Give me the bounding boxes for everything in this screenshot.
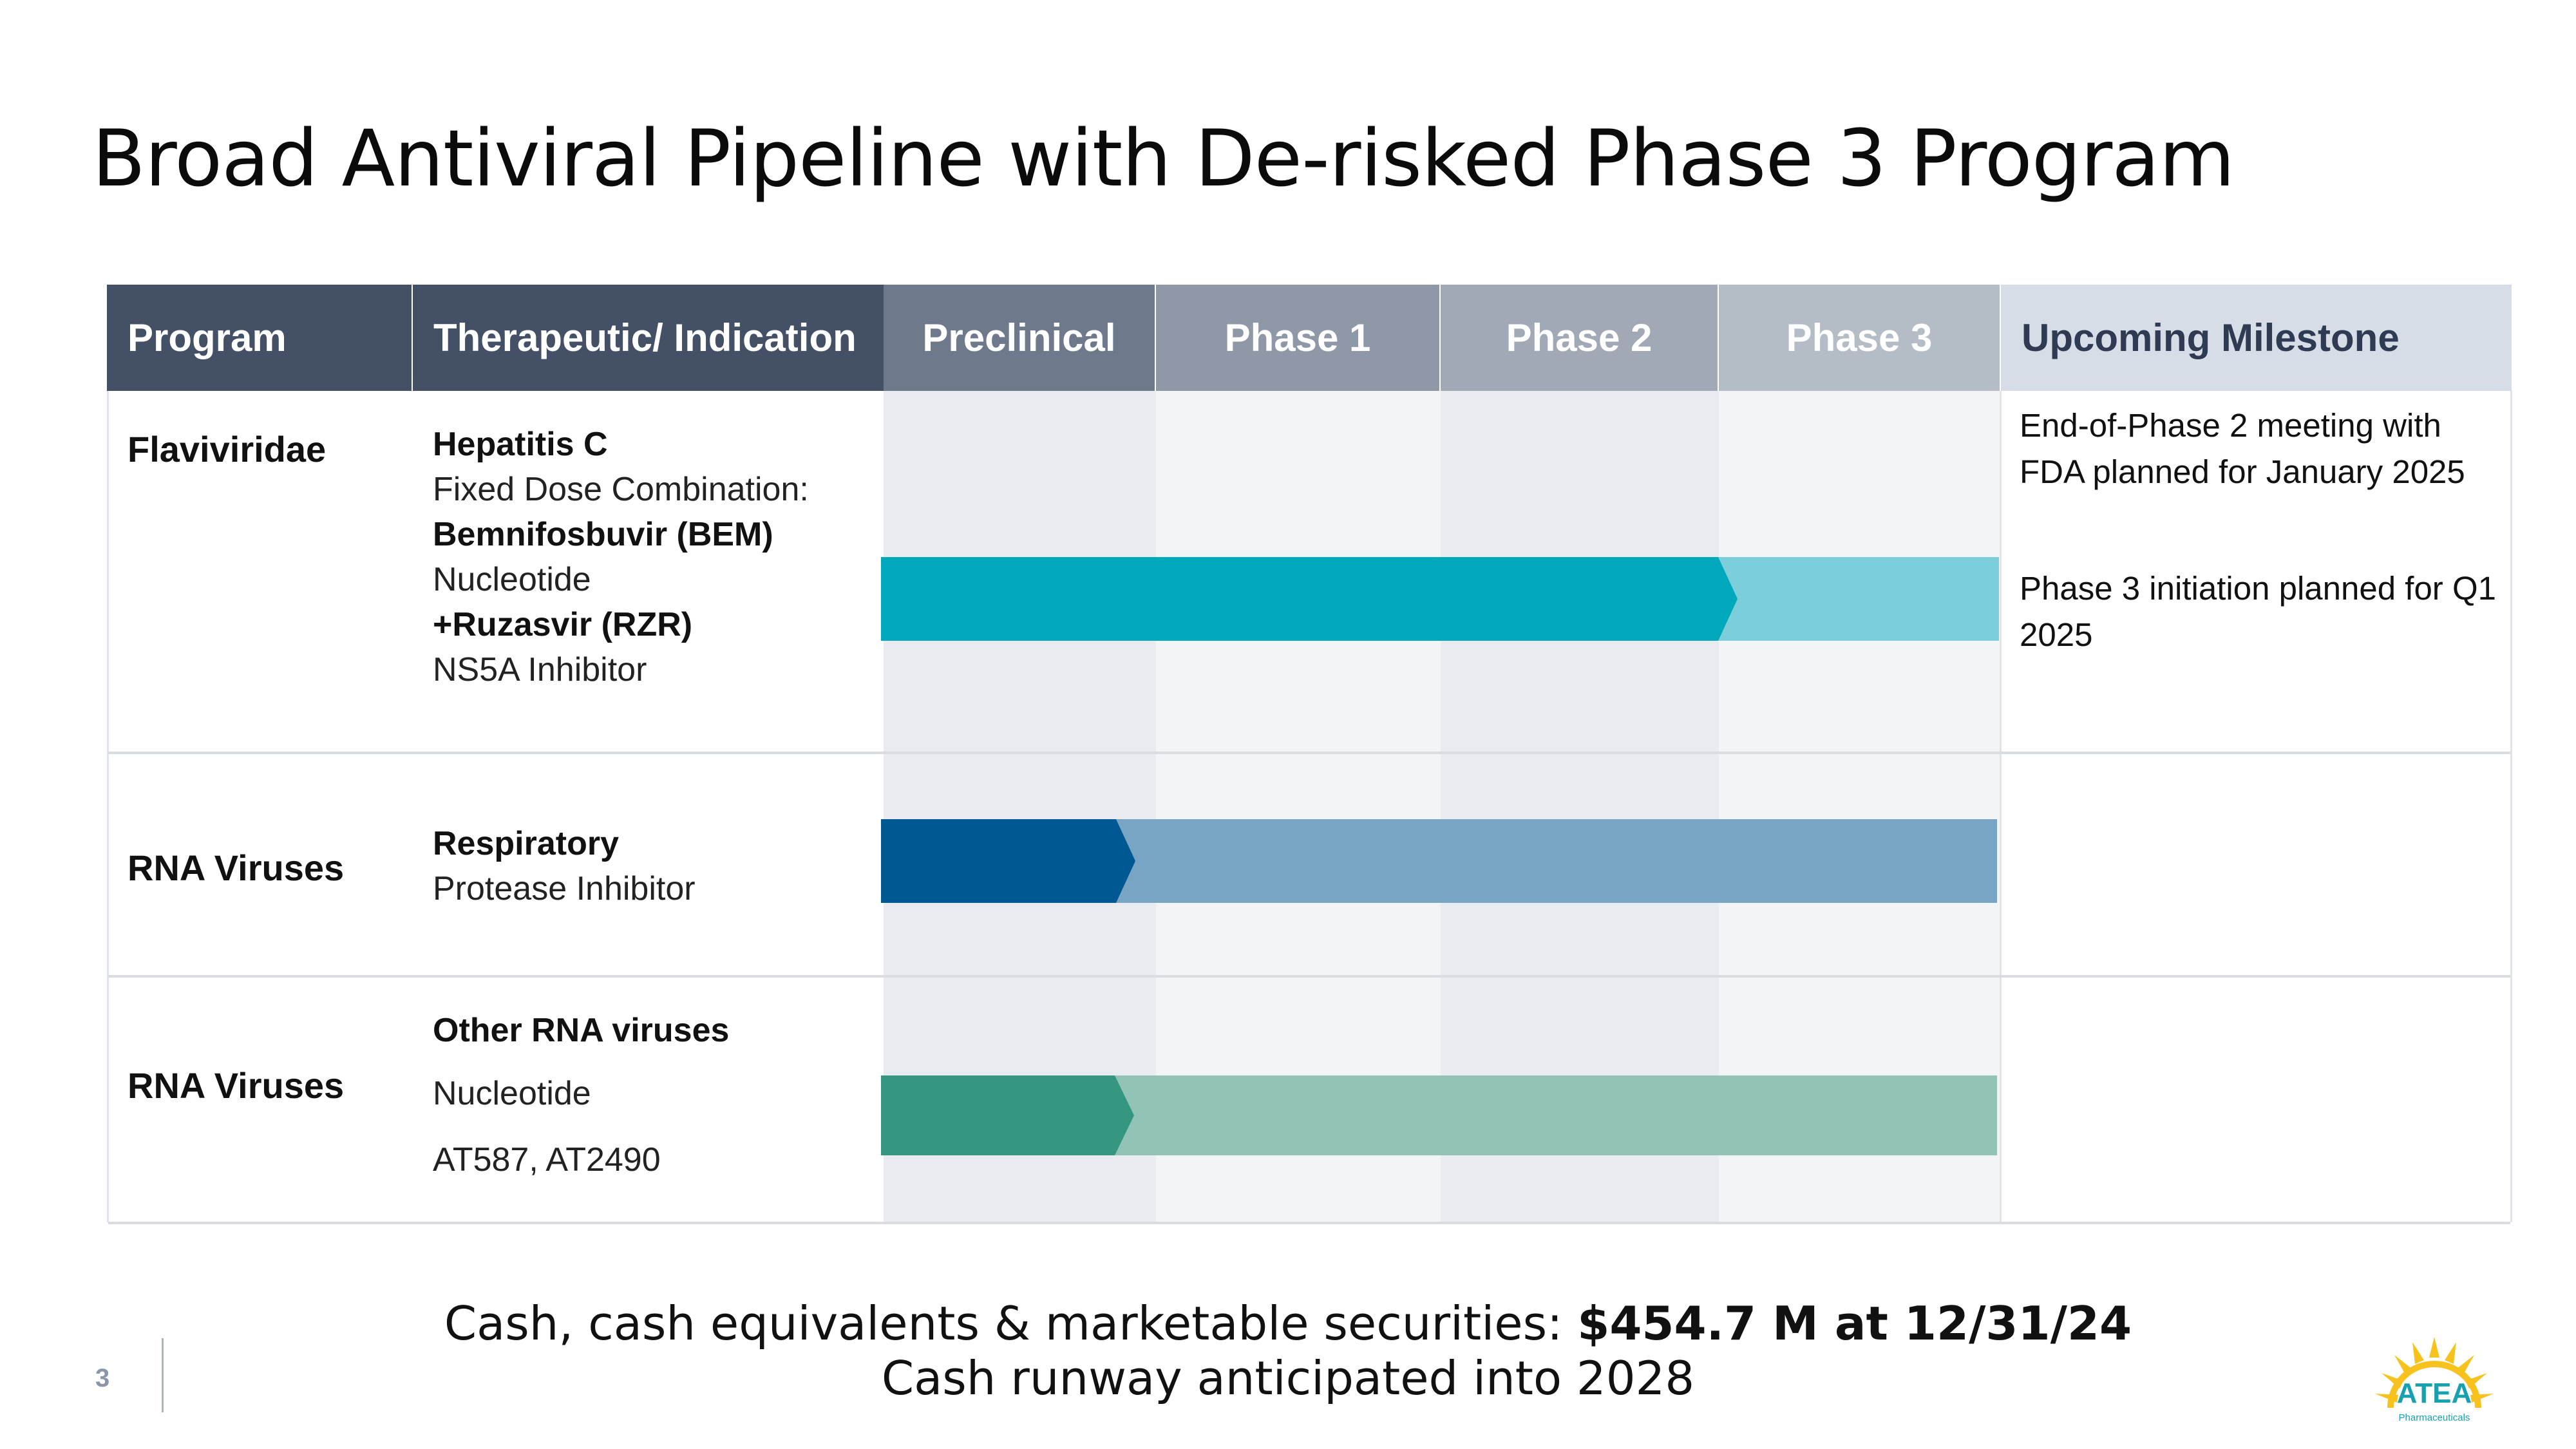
cash-runway: Cash runway anticipated into 2028 (881, 1351, 1695, 1405)
rna-progress-bar (881, 1075, 1997, 1155)
cash-statement: Cash, cash equivalents & marketable secu… (0, 1296, 2576, 1350)
svg-text:Pharmaceuticals: Pharmaceuticals (2399, 1412, 2470, 1423)
sun-logo-icon: ATEA Pharmaceuticals (2375, 1337, 2494, 1423)
cash-label: Cash, cash equivalents & marketable secu… (444, 1296, 1578, 1350)
table-bottom-border (108, 1222, 2510, 1224)
indication-drug-bem: Bemnifosbuvir (BEM) (433, 516, 773, 553)
row-divider (108, 975, 2510, 978)
program-rna-viruses: RNA Viruses (128, 848, 345, 888)
page-number: 3 (95, 1364, 110, 1392)
indication-other-rna: Other RNA viruses Nucleotide AT587, AT24… (433, 1008, 729, 1182)
svg-text:ATEA: ATEA (2397, 1378, 2472, 1409)
header-phase3: Phase 3 (1719, 285, 2000, 391)
table-left-border (107, 391, 109, 1222)
milestone-column-border (2000, 391, 2002, 1222)
header-indication: Therapeutic/ Indication (413, 285, 884, 391)
row-divider (108, 752, 2510, 754)
respiratory-bar-completed (881, 819, 1135, 903)
indication-line: AT587, AT2490 (433, 1141, 661, 1179)
milestone-phase3-initiation: Phase 3 initiation planned for Q1 2025 (2020, 570, 2496, 653)
header-milestone: Upcoming Milestone (2001, 285, 2512, 391)
indication-plus: + (433, 606, 453, 643)
milestone-eop2: End-of-Phase 2 meeting with FDA planned … (2020, 407, 2465, 490)
indication-line: Protease Inhibitor (433, 870, 696, 907)
table-right-border (2510, 391, 2512, 1222)
program-flaviviridae: Flaviviridae (128, 429, 327, 469)
rna-bar-completed (881, 1075, 1134, 1155)
indication-title: Respiratory (433, 825, 619, 862)
indication-drug-rzr: Ruzasvir (RZR) (452, 606, 693, 643)
respiratory-progress-bar (881, 819, 1997, 903)
indication-title: Hepatitis C (433, 426, 608, 463)
header-preclinical: Preclinical (884, 285, 1155, 391)
hcv-bar-extension (1712, 557, 1999, 641)
indication-hepatitis-c: Hepatitis C Fixed Dose Combination: Bemn… (433, 422, 809, 692)
atea-logo: ATEA Pharmaceuticals (2357, 1332, 2512, 1428)
header-phase2: Phase 2 (1441, 285, 1718, 391)
footer-separator (162, 1338, 164, 1412)
hcv-bar-completed (881, 557, 1738, 641)
indication-line: Fixed Dose Combination: (433, 471, 809, 508)
cash-value: $454.7 M at 12/31/24 (1577, 1296, 2132, 1350)
indication-line: Nucleotide (433, 561, 591, 598)
header-phase1: Phase 1 (1156, 285, 1439, 391)
program-rna-viruses: RNA Viruses (128, 1065, 345, 1106)
indication-line: NS5A Inhibitor (433, 651, 647, 688)
indication-line: Nucleotide (433, 1075, 591, 1112)
indication-title: Other RNA viruses (433, 1012, 730, 1049)
hcv-progress-bar (881, 557, 1999, 641)
header-program: Program (107, 285, 412, 391)
indication-respiratory: Respiratory Protease Inhibitor (433, 821, 696, 911)
page-title: Broad Antiviral Pipeline with De-risked … (92, 113, 2235, 204)
